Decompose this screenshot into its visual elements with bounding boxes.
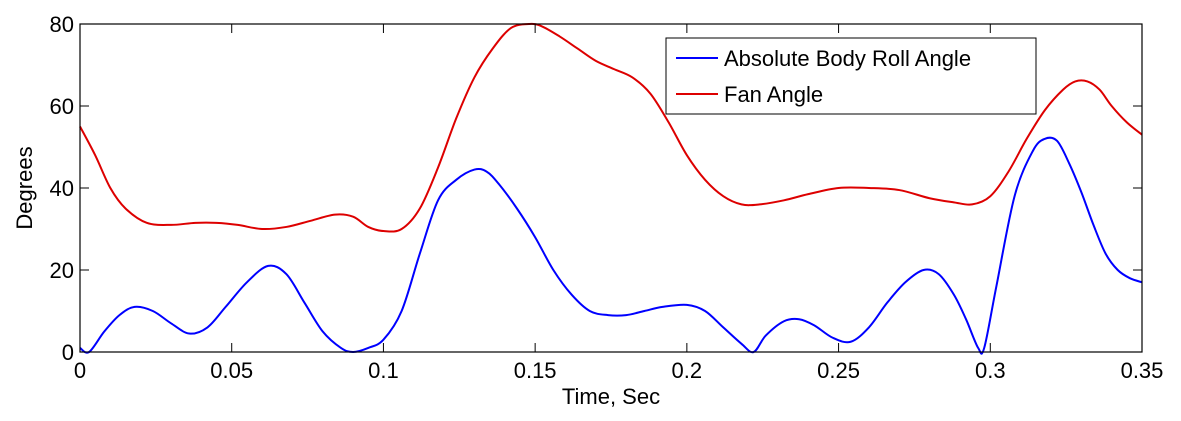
series-line-absolute-body-roll-angle [79,136,1143,355]
legend-box [665,37,1037,115]
x-tick-label: 0 [74,358,86,383]
legend-label-fan-angle: Fan Angle [724,82,823,107]
y-tick-label: 0 [62,340,74,365]
x-tick-label: 0.1 [368,358,399,383]
x-tick-label: 0.15 [514,358,557,383]
y-tick-label: 80 [50,12,74,37]
legend: Absolute Body Roll Angle Fan Angle [665,37,1037,115]
x-axis-label: Time, Sec [562,384,660,409]
series-layer [79,22,1143,355]
x-tick-label: 0.05 [210,358,253,383]
legend-label-absolute-body-roll-angle: Absolute Body Roll Angle [724,46,971,71]
y-axis-label: Degrees [12,146,37,229]
y-tick-label: 40 [50,176,74,201]
x-tick-label: 0.25 [817,358,860,383]
x-tick-label: 0.35 [1121,358,1164,383]
ticks-layer: 0 0.05 0.1 0.15 0.2 0.25 0.3 0.35 0 20 40 60 80 [50,12,1164,383]
series-line-fan-angle [79,22,1143,233]
x-tick-label: 0.2 [672,358,703,383]
y-tick-label: 20 [50,258,74,283]
y-tick-label: 60 [50,94,74,119]
x-tick-label: 0.3 [975,358,1006,383]
